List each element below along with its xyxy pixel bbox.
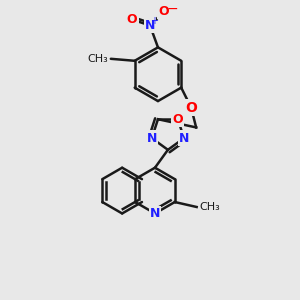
Text: O: O (127, 13, 137, 26)
Text: CH₃: CH₃ (200, 202, 220, 212)
Text: N: N (145, 19, 155, 32)
Text: O: O (159, 5, 169, 18)
Text: N: N (147, 132, 157, 145)
Text: N: N (179, 132, 189, 145)
Text: O: O (185, 100, 197, 115)
Text: −: − (166, 2, 178, 16)
Text: +: + (150, 16, 158, 26)
Text: CH₃: CH₃ (87, 54, 108, 64)
Text: O: O (172, 113, 183, 126)
Text: N: N (150, 207, 160, 220)
